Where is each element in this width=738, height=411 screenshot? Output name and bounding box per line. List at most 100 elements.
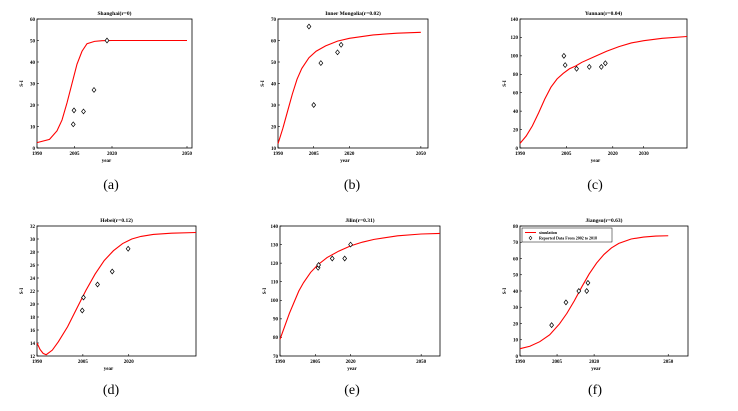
data-point (91, 86, 97, 93)
panel-caption-c: (c) (587, 178, 603, 193)
y-tick-label: 10 (271, 147, 277, 152)
y-tick-label: 40 (271, 82, 277, 87)
x-tick-label: 2005 (552, 360, 563, 365)
y-tick-label: 0 (516, 355, 519, 360)
x-tick-label: 2030 (639, 152, 650, 157)
x-axis-label: year (102, 159, 112, 164)
x-tick-label: 2050 (416, 152, 427, 157)
data-point (335, 49, 340, 56)
y-tick-label: 50 (513, 274, 519, 279)
y-tick-label: 30 (30, 82, 36, 87)
x-tick-label: 2050 (663, 360, 674, 365)
chart-title: Hebei(r=0.12) (100, 217, 133, 224)
panel-caption-f: (f) (588, 383, 602, 398)
data-point (311, 102, 317, 108)
y-tick-label: 10 (513, 339, 519, 344)
y-tick-label: 80 (513, 225, 519, 230)
data-point (348, 241, 353, 248)
legend-label-reported: Reported Data From 2002 to 2018 (539, 236, 597, 241)
y-axis-label: S-I (503, 80, 508, 86)
y-tick-label: 30 (271, 104, 277, 109)
data-point (342, 255, 348, 262)
data-point (79, 307, 85, 314)
panel-caption-e: (e) (344, 383, 360, 398)
x-tick-label: 2005 (309, 152, 320, 157)
legend-box (521, 227, 613, 243)
data-point (71, 107, 77, 114)
x-tick-label: 1990 (32, 360, 43, 365)
y-tick-label: 20 (30, 104, 36, 109)
x-tick-label: 2020 (344, 152, 355, 157)
y-tick-label: 40 (30, 61, 36, 66)
simulation-line (279, 232, 441, 340)
simulation-line (277, 31, 421, 144)
data-point (338, 41, 344, 48)
x-tick-label: 2005 (70, 152, 81, 157)
simulation-line (36, 231, 197, 356)
y-tick-label: 100 (511, 55, 519, 60)
y-tick-label: 70 (273, 355, 279, 360)
legend-marker-swatch (528, 235, 533, 241)
data-point (329, 255, 335, 262)
y-tick-label: 22 (30, 290, 36, 295)
plot-frame (519, 225, 689, 357)
y-tick-label: 14 (30, 342, 36, 347)
y-tick-label: 80 (513, 73, 519, 78)
chart-title: Shanghai(r=0) (97, 10, 131, 17)
plot-frame (519, 18, 688, 149)
y-tick-label: 26 (30, 264, 36, 269)
x-tick-label: 2020 (608, 152, 619, 157)
data-point (562, 62, 568, 69)
x-axis-label: year (347, 367, 357, 372)
chart-panel-e: Jilin(r=0.31) 1990 2005 2020 2050 70 80 90 100 11… (263, 217, 441, 372)
data-point (70, 121, 76, 128)
y-tick-label: 16 (30, 329, 36, 334)
y-axis-label: S-I (20, 80, 25, 86)
x-tick-label: 1990 (275, 360, 286, 365)
y-tick-label: 50 (30, 39, 36, 44)
x-tick-label: 2020 (107, 152, 118, 157)
data-point (104, 37, 110, 44)
y-tick-label: 24 (30, 277, 36, 282)
y-tick-label: 32 (30, 225, 36, 230)
chart-panel-f: Jiangsu(r=0.63) 1990 2005 2020 2050 0 10 20 30 40… (503, 217, 689, 372)
y-tick-label: 140 (271, 225, 279, 230)
simulation-line (36, 39, 187, 144)
y-tick-label: 0 (516, 147, 519, 152)
data-point (561, 52, 567, 59)
x-axis-label: year (591, 159, 601, 164)
data-point (109, 268, 115, 275)
data-point (316, 262, 321, 268)
y-tick-label: 60 (513, 257, 519, 262)
data-point (586, 63, 592, 70)
chart-panel-c: Yunnan(r=0.04) 1990 2005 2020 2030 0 20 40 60 80 1… (503, 10, 688, 164)
chart-title: Yunnan(r=0.04) (585, 10, 622, 17)
y-tick-label: 60 (271, 39, 277, 44)
simulation-line (519, 35, 688, 144)
data-point (602, 60, 608, 67)
x-tick-label: 2020 (346, 360, 357, 365)
data-point (574, 65, 579, 72)
data-point (81, 108, 86, 115)
panel-caption-a: (a) (103, 178, 119, 193)
y-tick-label: 10 (30, 125, 36, 130)
x-tick-label: 2050 (416, 360, 427, 365)
y-tick-label: 40 (513, 290, 519, 295)
data-point (306, 23, 312, 30)
chart-panel-a: Shanghai(r=0) 1990 2005 2020 2050 0 10 20 30 40 50… (20, 10, 193, 164)
data-point (549, 322, 554, 329)
data-point (585, 279, 591, 286)
chart-panel-d: Hebei(r=0.12) 1990 2005 2020 12 14 16 18 20 22 24 2… (20, 217, 197, 372)
x-tick-label: 1990 (273, 152, 284, 157)
x-tick-label: 1990 (32, 152, 43, 157)
y-tick-label: 70 (513, 241, 519, 246)
data-point (318, 60, 324, 67)
chart-title: Inner Mongolia(r=0.02) (325, 10, 381, 17)
data-point (584, 288, 590, 294)
y-tick-label: 140 (511, 18, 519, 23)
y-tick-label: 60 (30, 18, 36, 23)
data-point (576, 288, 582, 294)
chart-title: Jiangsu(r=0.63) (586, 217, 623, 224)
y-axis-label: S-I (263, 288, 268, 294)
y-tick-label: 20 (271, 125, 277, 130)
